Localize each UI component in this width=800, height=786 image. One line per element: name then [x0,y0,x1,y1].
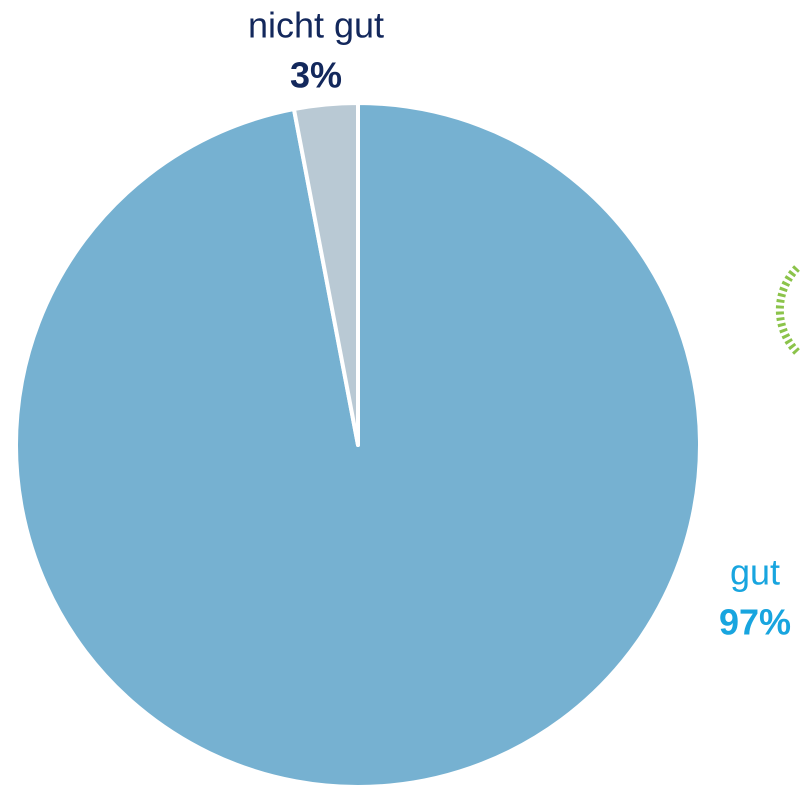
slice-value-label: 97% [719,602,791,643]
slice-label: gut [730,552,780,593]
slice-label: nicht gut [248,5,384,46]
decoration-arc [775,265,800,355]
slice-value-label: 3% [290,55,342,96]
pie-slice [291,101,360,447]
